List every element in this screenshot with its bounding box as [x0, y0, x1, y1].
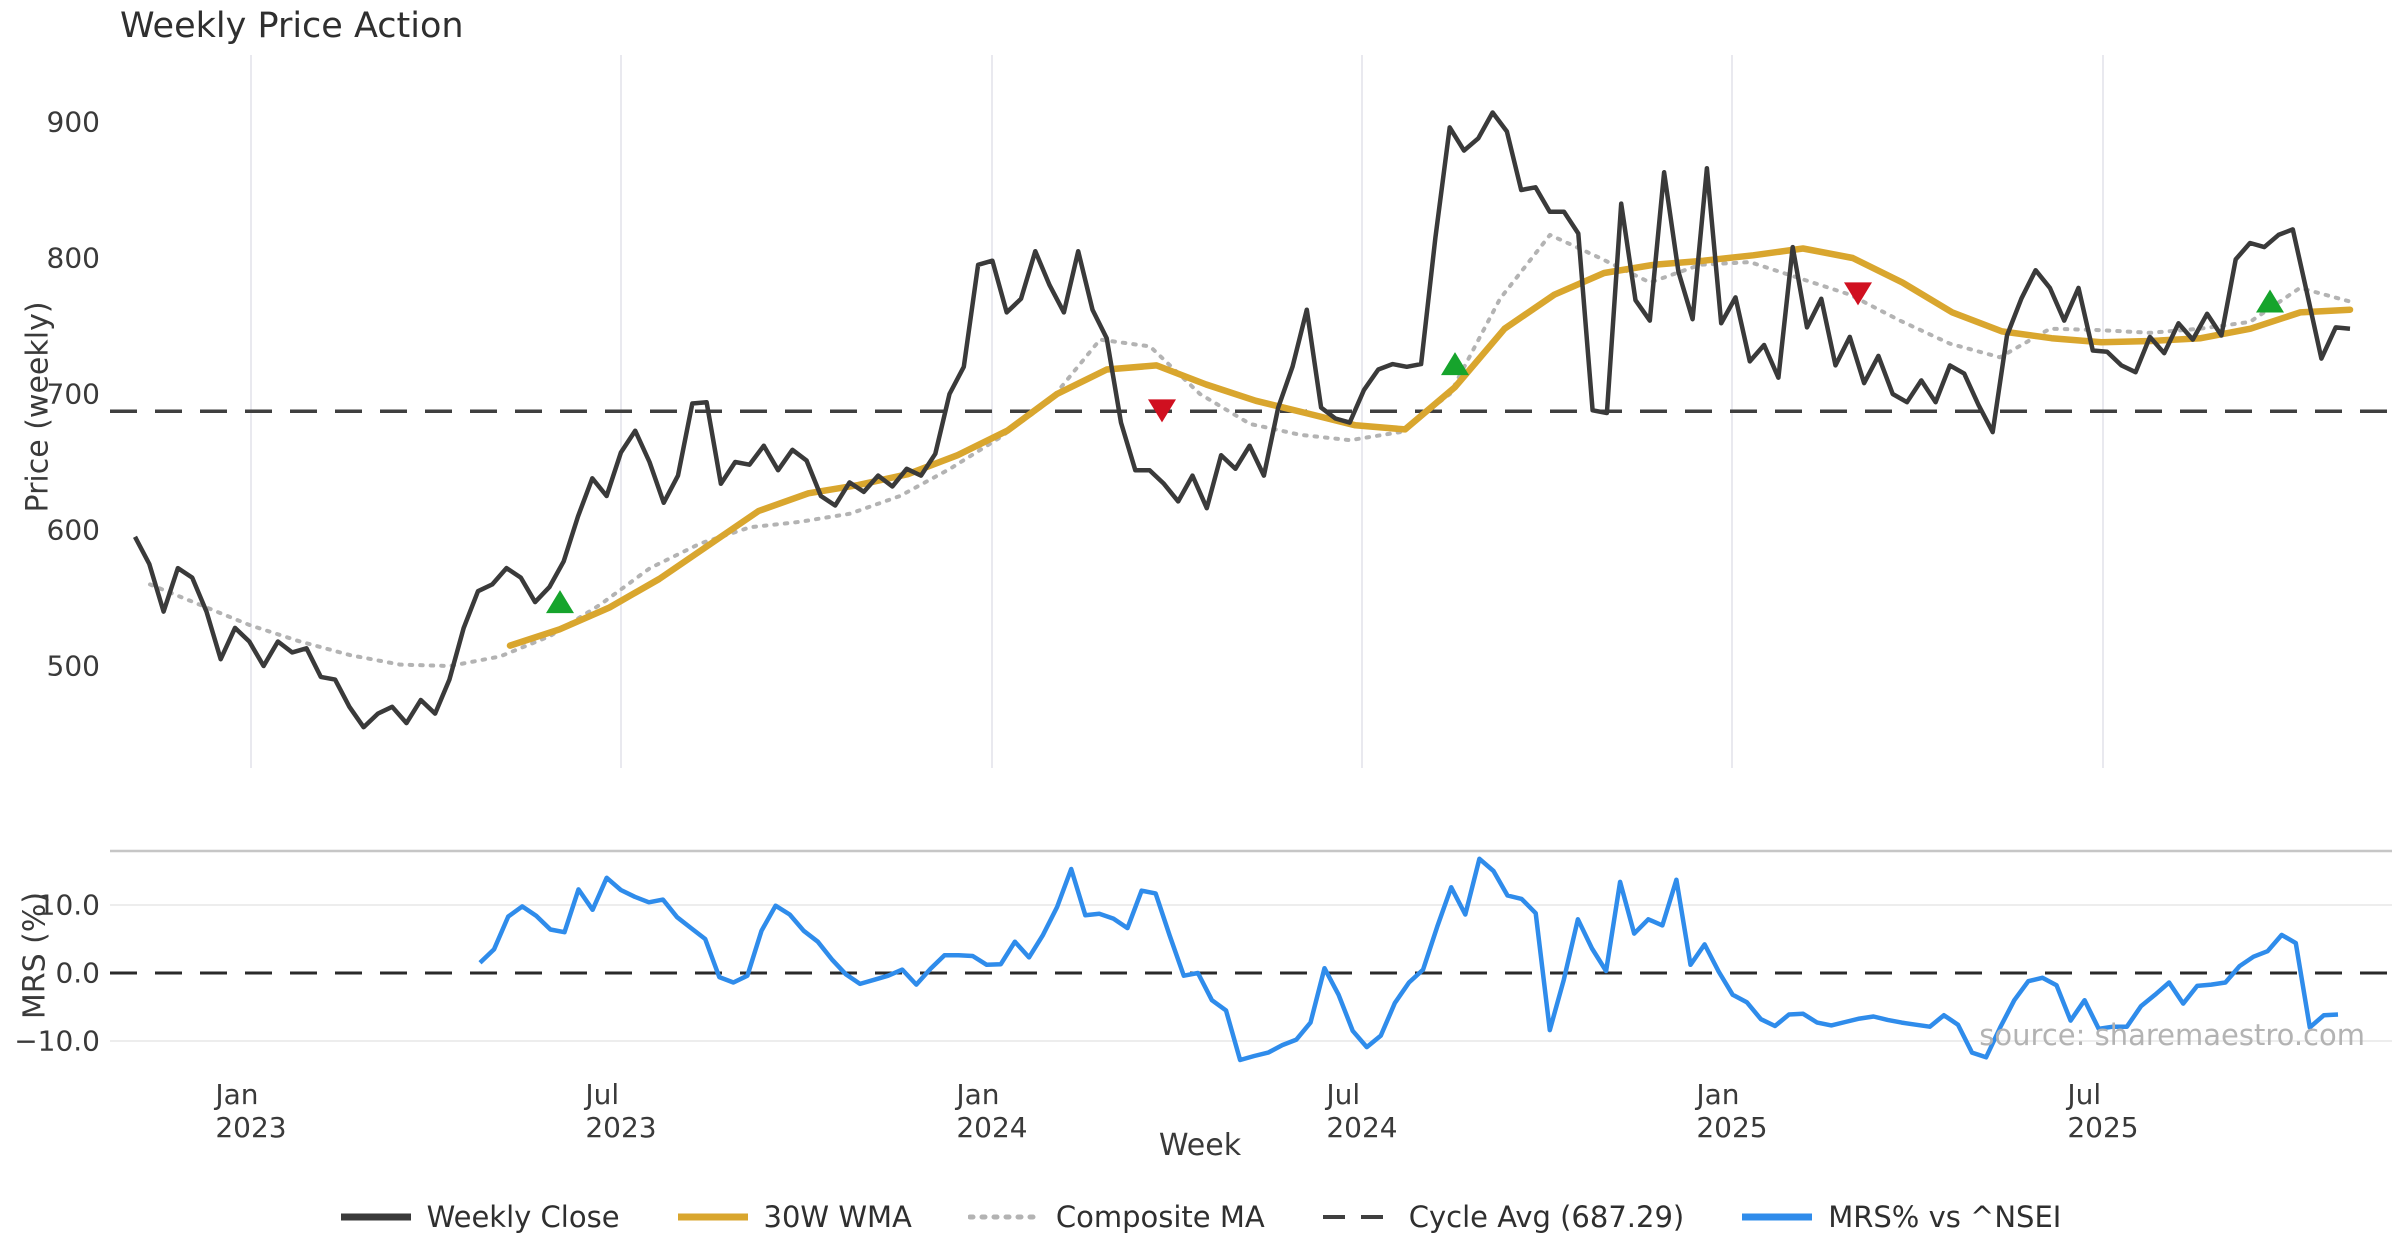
x-tick-label: Jan 2024 — [956, 1078, 1028, 1144]
price-ytick-label: 500 — [46, 649, 100, 683]
x-tick-label: Jan 2025 — [1696, 1078, 1768, 1144]
mrs-line — [478, 856, 2339, 1063]
legend-label: MRS% vs ^NSEI — [1828, 1200, 2062, 1234]
mrs-ytick-label: 10.0 — [37, 888, 100, 922]
buy-marker-icon — [1441, 352, 1469, 376]
price-ytick-label: 600 — [46, 513, 100, 547]
legend-label: 30W WMA — [763, 1200, 912, 1234]
mrs-ytick-label: 0.0 — [55, 956, 100, 990]
legend-label: Cycle Avg (687.29) — [1408, 1200, 1685, 1234]
mrs-ytick-label: −10.0 — [14, 1024, 100, 1058]
chart-title: Weekly Price Action — [120, 6, 464, 46]
price-ytick-label: 700 — [46, 377, 100, 411]
buy-marker-icon — [546, 590, 574, 614]
x-tick-label: Jan 2023 — [215, 1078, 287, 1144]
price-axis-title: Price (weekly) — [20, 301, 56, 513]
x-axis-title: Week — [1158, 1128, 1242, 1163]
chart-legend: Weekly Close 30W WMA Composite MA Cycle Avg… — [0, 1200, 2400, 1234]
x-tick-label: Jul 2025 — [2067, 1078, 2139, 1144]
legend-label: Composite MA — [1055, 1200, 1265, 1234]
sell-marker-icon — [1844, 282, 1872, 306]
legend-item: 30W WMA — [676, 1200, 912, 1234]
line-solid-blue-icon — [1742, 1213, 1813, 1221]
line-dotted-gray-icon — [967, 1214, 1042, 1220]
legend-item: Cycle Avg (687.29) — [1321, 1200, 1685, 1234]
price-ytick-label: 900 — [46, 105, 100, 139]
composite-ma-line — [148, 232, 2352, 668]
line-solid-dark-icon — [340, 1213, 411, 1221]
source-watermark: source: sharemaestro.com — [1979, 1018, 2365, 1052]
legend-item: Composite MA — [967, 1200, 1265, 1234]
x-tick-label: Jul 2023 — [585, 1078, 657, 1144]
wma-line — [506, 245, 2354, 649]
sell-marker-icon — [1148, 399, 1176, 423]
weekly-close-line — [133, 110, 2351, 730]
line-solid-gold-icon — [677, 1213, 748, 1221]
x-tick-label: Jul 2024 — [1326, 1078, 1398, 1144]
buy-marker-icon — [2256, 289, 2284, 313]
legend-item: MRS% vs ^NSEI — [1740, 1200, 2061, 1234]
legend-item: Weekly Close — [339, 1200, 620, 1234]
line-dashed-dark-icon — [1322, 1215, 1393, 1219]
legend-label: Weekly Close — [426, 1200, 620, 1234]
price-ytick-label: 800 — [46, 241, 100, 275]
